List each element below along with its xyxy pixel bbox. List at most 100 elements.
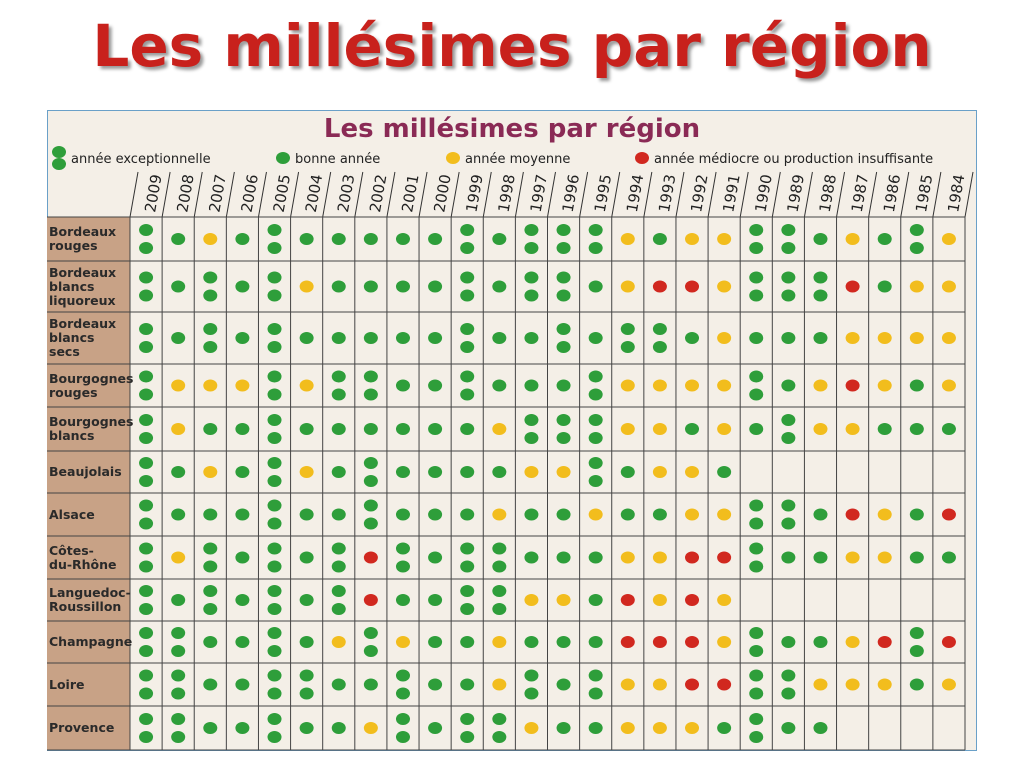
rating-dot <box>139 271 154 284</box>
rating-dot <box>845 280 860 293</box>
rating-dot <box>492 423 507 435</box>
rating-dot <box>460 508 475 521</box>
rating-dot <box>524 636 539 648</box>
rating-dot <box>492 560 507 573</box>
rating-dot <box>717 280 732 293</box>
header-divider <box>579 171 589 218</box>
rating-dot <box>813 551 828 564</box>
rating-dot <box>363 645 378 657</box>
legend-dot <box>635 152 649 164</box>
header-divider <box>707 171 717 218</box>
rating-dot <box>909 280 924 293</box>
rating-dot <box>909 508 924 521</box>
rating-dot <box>717 233 732 245</box>
rating-dot <box>171 332 186 344</box>
rating-dot <box>331 466 346 478</box>
rating-dot <box>620 280 635 293</box>
rating-dot <box>428 551 443 564</box>
rating-dot <box>941 678 956 691</box>
rating-dot <box>749 499 764 512</box>
region-label: Alsace <box>49 506 95 522</box>
rating-dot <box>267 645 282 657</box>
rating-dot <box>620 636 635 648</box>
rating-dot <box>717 678 732 691</box>
rating-dot <box>556 722 571 734</box>
rating-dot <box>652 722 667 734</box>
rating-dot <box>685 551 700 564</box>
rating-dot <box>363 423 378 435</box>
rating-dot <box>717 466 732 478</box>
rating-dot <box>620 233 635 245</box>
rating-dot <box>171 466 186 478</box>
rating-dot <box>685 379 700 392</box>
rating-dot <box>941 423 956 435</box>
rating-dot <box>909 551 924 564</box>
rating-dot <box>941 233 956 245</box>
rating-dot <box>139 603 154 615</box>
rating-dot <box>588 332 603 344</box>
rating-dot <box>267 341 282 353</box>
rating-dot <box>652 233 667 245</box>
region-label: Bordeaux blancs secs <box>49 316 117 359</box>
rating-dot <box>428 379 443 392</box>
rating-dot <box>139 242 154 254</box>
rating-dot <box>299 332 314 344</box>
rating-dot <box>492 542 507 555</box>
rating-dot <box>235 332 250 344</box>
rating-dot <box>524 722 539 734</box>
rating-dot <box>781 289 796 302</box>
rating-dot <box>171 645 186 657</box>
rating-dot <box>460 388 475 401</box>
rating-dot <box>203 585 218 597</box>
rating-dot <box>267 370 282 383</box>
rating-dot <box>620 323 635 335</box>
rating-dot <box>139 687 154 700</box>
rating-dot <box>363 332 378 344</box>
rating-dot <box>363 517 378 530</box>
rating-dot <box>909 379 924 392</box>
rating-dot <box>395 542 410 555</box>
rating-dot <box>395 508 410 521</box>
rating-dot <box>171 669 186 682</box>
rating-dot <box>588 687 603 700</box>
rating-dot <box>877 678 892 691</box>
rating-dot <box>588 475 603 487</box>
rating-dot <box>203 722 218 734</box>
rating-dot <box>524 687 539 700</box>
rating-dot <box>781 379 796 392</box>
rating-dot <box>267 457 282 469</box>
rating-dot <box>749 542 764 555</box>
rating-dot <box>749 271 764 284</box>
rating-dot <box>781 414 796 426</box>
rating-dot <box>139 713 154 725</box>
rating-dot <box>235 508 250 521</box>
rating-dot <box>652 508 667 521</box>
rating-dot <box>781 669 796 682</box>
region-label: Loire <box>49 676 85 692</box>
rating-dot <box>139 517 154 530</box>
rating-dot <box>203 466 218 478</box>
rating-dot <box>781 224 796 236</box>
rating-dot <box>460 560 475 573</box>
rating-dot <box>428 466 443 478</box>
rating-dot <box>685 423 700 435</box>
rating-dot <box>171 508 186 521</box>
rating-dot <box>139 224 154 236</box>
rating-dot <box>395 423 410 435</box>
rating-dot <box>556 242 571 254</box>
legend-label: année exceptionnelle <box>71 152 211 167</box>
rating-dot <box>460 370 475 383</box>
rating-dot <box>267 323 282 335</box>
rating-dot <box>652 636 667 648</box>
rating-dot <box>203 323 218 335</box>
rating-dot <box>781 517 796 530</box>
rating-dot <box>717 423 732 435</box>
rating-dot <box>492 731 507 743</box>
rating-dot <box>235 551 250 564</box>
header-divider <box>290 171 300 218</box>
header-divider <box>611 171 621 218</box>
rating-dot <box>717 508 732 521</box>
rating-dot <box>556 508 571 521</box>
rating-dot <box>235 722 250 734</box>
rating-dot <box>299 687 314 700</box>
